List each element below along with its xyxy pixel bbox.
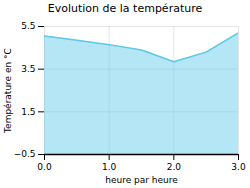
svg-text:1.5: 1.5	[21, 107, 35, 117]
svg-text:heure par heure: heure par heure	[105, 175, 178, 185]
svg-text:3.5: 3.5	[21, 64, 35, 74]
html-text:Evolution de la température: Evolution de la température	[47, 2, 203, 15]
svg-text:2.0: 2.0	[167, 162, 182, 172]
svg-text:Température en °C: Température en °C	[3, 48, 13, 134]
svg-text:1.0: 1.0	[102, 162, 117, 172]
svg-text:5.5: 5.5	[21, 21, 35, 31]
svg-text:0.0: 0.0	[37, 162, 52, 172]
svg-text:−0.5: −0.5	[14, 149, 36, 159]
svg-text:3.0: 3.0	[231, 162, 246, 172]
